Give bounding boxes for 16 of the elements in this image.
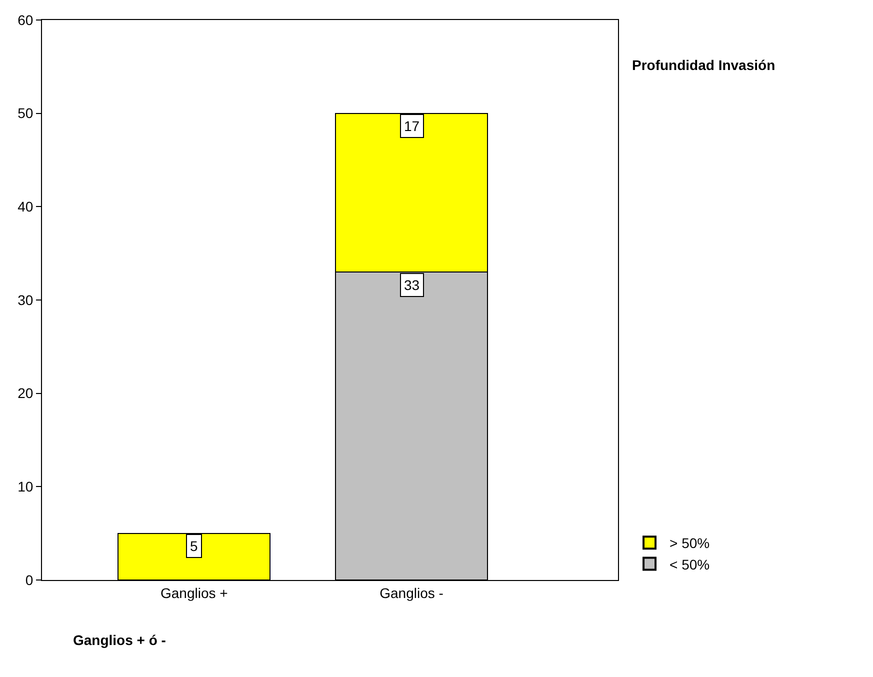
y-tick-label: 0	[25, 572, 34, 588]
data-label: 33	[404, 277, 420, 293]
x-axis-title: Ganglios + ó -	[73, 632, 166, 648]
y-tick-label: 10	[18, 478, 34, 495]
legend-label: < 50%	[670, 556, 710, 572]
data-label: 5	[190, 538, 198, 554]
y-tick-label: 20	[18, 385, 34, 402]
x-tick-label: Ganglios +	[160, 584, 228, 601]
y-tick-label: 50	[18, 105, 34, 122]
y-tick-label: 40	[18, 198, 34, 215]
x-tick-label: Ganglios -	[380, 584, 444, 601]
data-label: 17	[404, 118, 420, 134]
legend-label: > 50%	[670, 535, 710, 552]
legend-title: Profundidad Invasión	[632, 57, 776, 73]
y-tick-label: 60	[18, 12, 34, 28]
y-tick-label: 30	[18, 292, 34, 308]
